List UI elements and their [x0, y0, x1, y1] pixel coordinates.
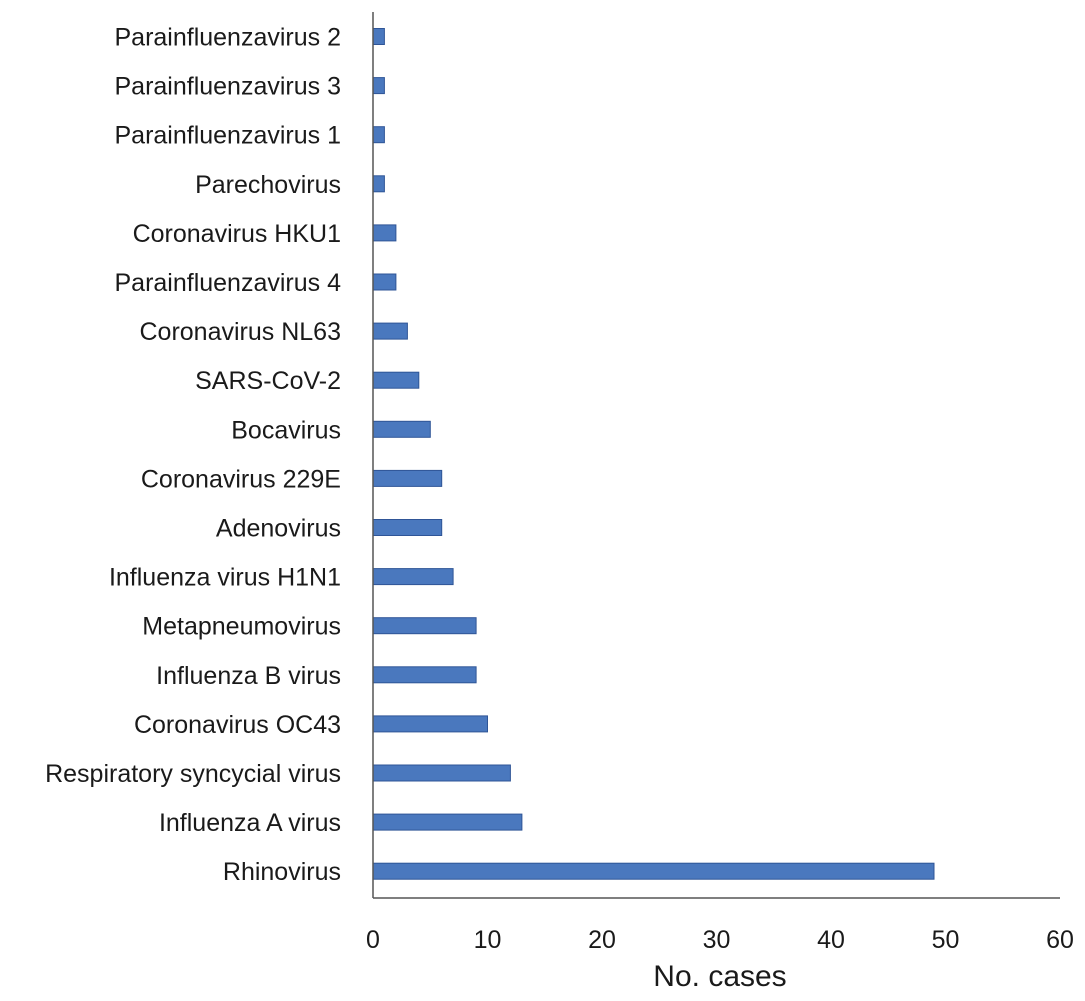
x-tick-label: 10: [474, 926, 502, 954]
bar: [372, 469, 443, 487]
bar: [372, 617, 477, 635]
x-tick-labels-group: 0 10 20 30 40 50 60: [366, 926, 1074, 954]
bar: [372, 175, 385, 193]
x-axis-title: No. cases: [653, 960, 786, 993]
bar: [372, 764, 511, 782]
category-label: Rhinovirus: [223, 858, 341, 886]
bar: [372, 862, 935, 880]
category-label: Parainfluenzavirus 3: [114, 73, 341, 101]
x-tick-label: 0: [366, 926, 380, 954]
x-tick-label: 60: [1046, 926, 1074, 954]
category-label: Adenovirus: [216, 515, 341, 543]
category-label: Bocavirus: [231, 416, 341, 444]
bar: [372, 28, 385, 45]
category-label: Influenza B virus: [156, 662, 341, 690]
category-label: Metapneumovirus: [142, 613, 341, 641]
category-label: Parainfluenzavirus 4: [114, 269, 341, 297]
axes-group: [372, 12, 1060, 899]
bars-group: [372, 28, 935, 880]
category-label: Influenza virus H1N1: [109, 564, 341, 592]
category-label: SARS-CoV-2: [195, 367, 341, 395]
x-tick-label: 20: [588, 926, 616, 954]
category-label: Coronavirus HKU1: [133, 220, 341, 248]
bar: [372, 273, 397, 291]
bar: [372, 224, 397, 242]
category-label: Influenza A virus: [159, 809, 341, 837]
bar: [372, 420, 431, 438]
category-label: Coronavirus 229E: [141, 465, 341, 493]
category-labels-group: Parainfluenzavirus 2 Parainfluenzavirus 3…: [45, 24, 341, 887]
bar: [372, 77, 385, 95]
category-label: Parechovirus: [195, 171, 341, 199]
category-label: Coronavirus NL63: [140, 318, 342, 346]
category-label: Parainfluenzavirus 1: [114, 122, 341, 150]
x-tick-label: 40: [817, 926, 845, 954]
bar: [372, 519, 443, 536]
category-label: Coronavirus OC43: [134, 711, 341, 739]
x-tick-label: 50: [932, 926, 960, 954]
bar: [372, 715, 488, 733]
category-label: Parainfluenzavirus 2: [114, 24, 341, 52]
x-tick-label: 30: [703, 926, 731, 954]
bar: [372, 568, 454, 586]
bar: [372, 371, 420, 389]
category-label: Respiratory syncycial virus: [45, 760, 341, 788]
bar: [372, 813, 523, 831]
bar: [372, 126, 385, 144]
bar: [372, 666, 477, 684]
bar: [372, 322, 408, 340]
